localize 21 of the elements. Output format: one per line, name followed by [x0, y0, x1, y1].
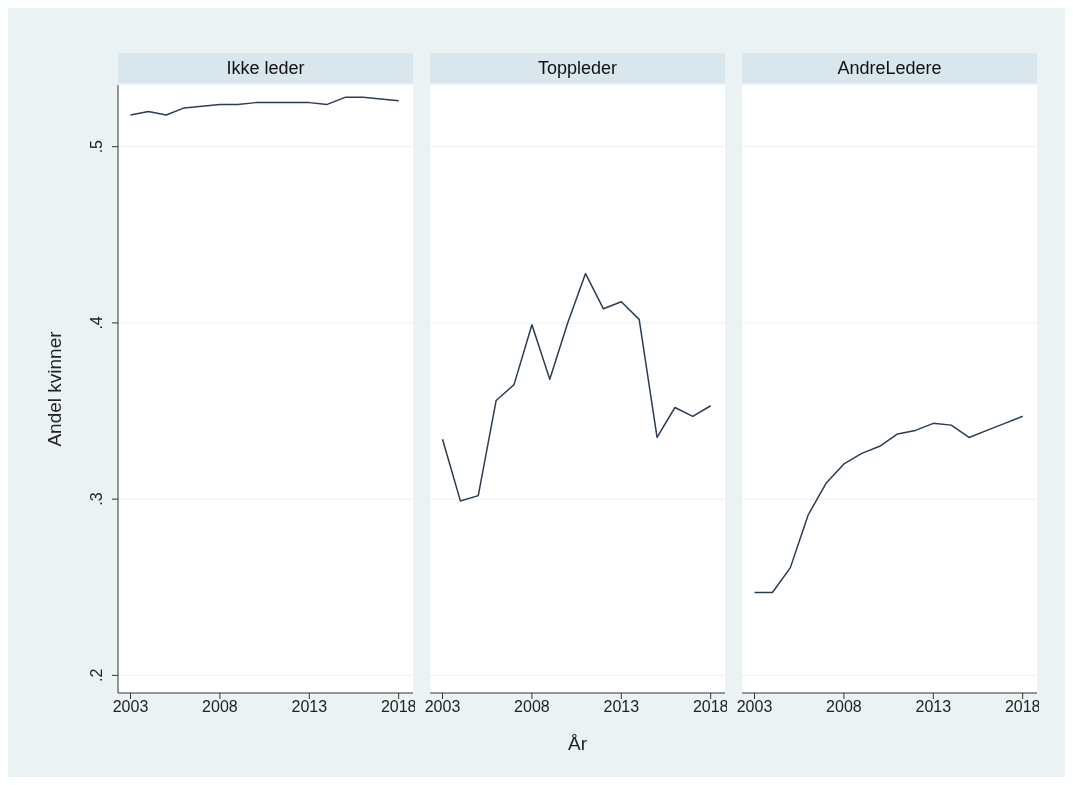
line-series — [129, 96, 400, 116]
x-tick-label: 2018 — [692, 698, 729, 716]
x-tick-label: 2008 — [826, 698, 862, 716]
x-tick-label: 2013 — [603, 698, 640, 716]
x-tick-label: 2013 — [915, 698, 952, 716]
y-tick-label: .5 — [88, 139, 105, 154]
y-tick-label: .4 — [88, 316, 105, 330]
x-axis-title: År — [567, 733, 588, 755]
x-tick-label: 2008 — [202, 698, 238, 716]
x-tick-label: 2003 — [112, 698, 149, 716]
x-tick-label: 2003 — [736, 698, 773, 716]
x-tick-label: 2003 — [424, 698, 461, 716]
x-tick-label: 2018 — [1004, 698, 1041, 716]
x-tick-label: 2013 — [291, 698, 328, 716]
chart-title: Ikke leder — [118, 53, 413, 83]
y-tick-label: .2 — [88, 668, 105, 683]
chart-title: AndreLedere — [742, 53, 1037, 83]
x-tick-label: 2008 — [514, 698, 550, 716]
x-tick-label: 2018 — [380, 698, 417, 716]
y-tick-label: .3 — [88, 492, 105, 506]
chart-title: Toppleder — [430, 53, 725, 83]
